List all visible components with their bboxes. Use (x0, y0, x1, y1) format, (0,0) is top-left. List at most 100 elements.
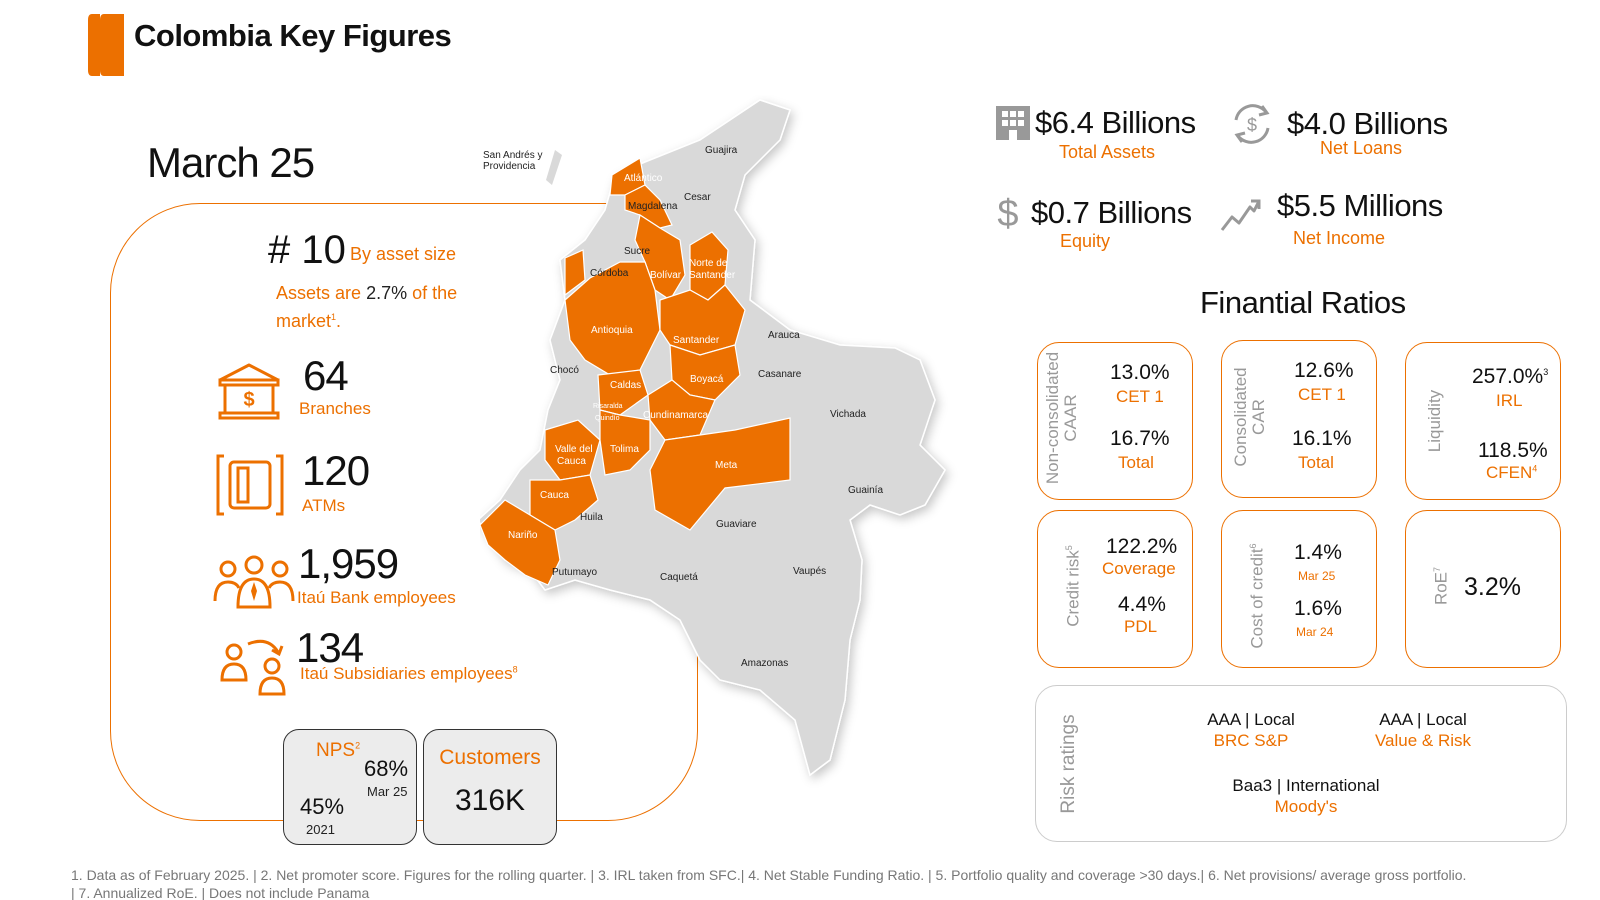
ratio-cost-of-credit-current-value: 1.4% (1294, 541, 1342, 564)
building-icon (996, 106, 1030, 140)
kpi-equity-label: Equity (1060, 231, 1111, 251)
ratio-consolidated-cet1-value: 12.6% (1294, 359, 1354, 382)
ratio-liquidity-cfen-value: 118.5% (1478, 439, 1548, 462)
ratio-roe-title: RoE7 (1431, 566, 1451, 606)
subsidiaries-value: 134 (296, 624, 364, 671)
kpi-net-loans-value: $4.0 Billions (1287, 106, 1448, 141)
dollar-icon: $ (997, 193, 1018, 234)
map-label-amazonas: Amazonas (741, 658, 788, 669)
ratio-consolidated-total-label: Total (1298, 453, 1334, 472)
kpi-net-income-value: $5.5 Millions (1277, 188, 1443, 223)
dollar-cycle-icon: $ (1234, 104, 1270, 144)
ratio-consolidated-total-value: 16.1% (1292, 427, 1352, 450)
ratio-non-consolidated-total-label: Total (1118, 453, 1154, 472)
map-label-atlantico: Atlántico (624, 173, 663, 184)
map-label-valle-1: Valle del (555, 444, 593, 455)
map-label-cauca: Cauca (540, 490, 569, 501)
ratio-credit-risk-pdl-value: 4.4% (1118, 593, 1166, 616)
map-label-casanare: Casanare (758, 369, 802, 380)
risk-rating-brc-value: AAA | Local (1207, 710, 1295, 729)
nps-current-period: Mar 25 (367, 784, 408, 799)
region-cundinamarca (647, 379, 716, 441)
nps-label: NPS2 (316, 740, 361, 761)
svg-text:$: $ (1247, 115, 1257, 135)
branches-label: Branches (299, 399, 371, 418)
risk-rating-value-risk-agency: Value & Risk (1374, 731, 1472, 750)
map-label-norte-santander-2: Santander (689, 270, 736, 281)
map-label-boyaca: Boyacá (690, 374, 724, 385)
atm-card-icon (216, 454, 284, 516)
ratio-consolidated-cet1-label: CET 1 (1298, 385, 1346, 404)
brand-logo-mark (88, 14, 124, 76)
map-label-tolima: Tolima (610, 444, 639, 455)
atms-label: ATMs (302, 496, 346, 515)
bank-building-icon: $ (218, 363, 280, 420)
ratio-liquidity-title: Liquidity (1425, 389, 1444, 453)
map-label-arauca: Arauca (768, 330, 800, 341)
ratio-credit-risk-coverage-value: 122.2% (1106, 535, 1178, 558)
ratio-cost-of-credit-previous-value: 1.6% (1294, 597, 1342, 620)
ratio-cost-of-credit-title: Cost of credit6 (1247, 543, 1267, 649)
ratio-non-consolidated-cet1-value: 13.0% (1110, 361, 1170, 384)
subsidiaries-transfer-icon (220, 639, 286, 696)
risk-rating-value-risk-value: AAA | Local (1379, 710, 1467, 729)
branches-value: 64 (303, 352, 349, 399)
kpi-total-assets-value: $6.4 Billions (1035, 105, 1196, 140)
map-label-huila: Huila (580, 512, 603, 523)
map-label-guaviare: Guaviare (716, 519, 757, 530)
ratio-liquidity-cfen-label: CFEN4 (1486, 463, 1538, 482)
risk-ratings-title: Risk ratings (1058, 714, 1079, 814)
trend-up-icon (1220, 199, 1261, 231)
map-label-meta: Meta (715, 460, 738, 471)
customers-value: 316K (454, 784, 526, 817)
risk-ratings-card: Risk ratings AAA | Local BRC S&P AAA | L… (1035, 685, 1567, 842)
risk-rating-brc-agency: BRC S&P (1213, 731, 1289, 750)
svg-text:$: $ (997, 193, 1018, 234)
region-meta (649, 417, 791, 531)
risk-rating-moodys-value: Baa3 | International (1232, 776, 1380, 795)
map-label-risaralda: Risaralda (593, 403, 623, 410)
ratio-credit-risk-title: Credit risk5 (1063, 545, 1083, 627)
map-label-vaupes: Vaupés (793, 566, 826, 577)
region-caldas-risaralda (597, 369, 649, 416)
region-cordoba-west (564, 249, 586, 297)
kpi-total-assets-label: Total Assets (1059, 142, 1156, 162)
subsidiaries-label: Itaú Subsidiaries employees8 (300, 664, 518, 683)
map-label-san-andres-2: Providencia (483, 161, 536, 172)
map-label-narino: Nariño (508, 530, 538, 541)
map-label-cordoba: Córdoba (590, 268, 629, 279)
map-label-antioquia: Antioquia (591, 325, 633, 336)
period-title: March 25 (147, 139, 315, 186)
map-label-cundinamarca: Cundinamarca (643, 410, 708, 421)
map-labels: San Andrés y Providencia Guajira Atlánti… (483, 145, 883, 669)
colombia-map: San Andrés y Providencia Guajira Atlánti… (480, 99, 946, 777)
map-label-cesar: Cesar (684, 192, 711, 203)
region-tolima (599, 409, 651, 476)
map-label-caqueta: Caquetá (660, 572, 698, 583)
customers-card: Customers 316K (423, 729, 557, 845)
ratio-liquidity-irl-value: 257.0%3 (1472, 365, 1549, 388)
employees-value: 1,959 (298, 540, 399, 587)
ratio-card-non-consolidated: Non-consolidated CAAR 13.0% CET 1 16.7% T… (1037, 342, 1193, 500)
map-label-san-andres-1: San Andrés y (483, 150, 542, 161)
employees-group-icon (213, 555, 295, 609)
map-label-sucre: Sucre (624, 246, 651, 257)
ratio-consolidated-title: Consolidated CAR (1231, 367, 1268, 467)
map-label-magdalena: Magdalena (628, 201, 678, 212)
map-label-choco: Chocó (550, 365, 579, 376)
map-label-guajira: Guajira (705, 145, 738, 156)
footnote: 1. Data as of February 2025. | 2. Net pr… (71, 867, 1467, 900)
nps-current-value: 68% (364, 756, 409, 781)
customers-label: Customers (439, 746, 541, 769)
page-title: Colombia Key Figures (134, 18, 452, 53)
ratio-card-liquidity: Liquidity 257.0%3 IRL 118.5% CFEN4 (1405, 342, 1561, 500)
risk-rating-moodys-agency: Moody's (1274, 797, 1338, 816)
rank-note: By asset size (350, 244, 457, 264)
region-magdalena (624, 184, 673, 229)
san-andres-island (546, 150, 562, 185)
map-label-putumayo: Putumayo (552, 567, 597, 578)
assets-share-text: Assets are 2.7% of the market1. (276, 283, 458, 331)
nps-previous-value: 45% (300, 794, 345, 819)
kpi-net-loans-label: Net Loans (1320, 138, 1403, 158)
ratio-card-roe: RoE7 3.2% (1405, 510, 1561, 668)
